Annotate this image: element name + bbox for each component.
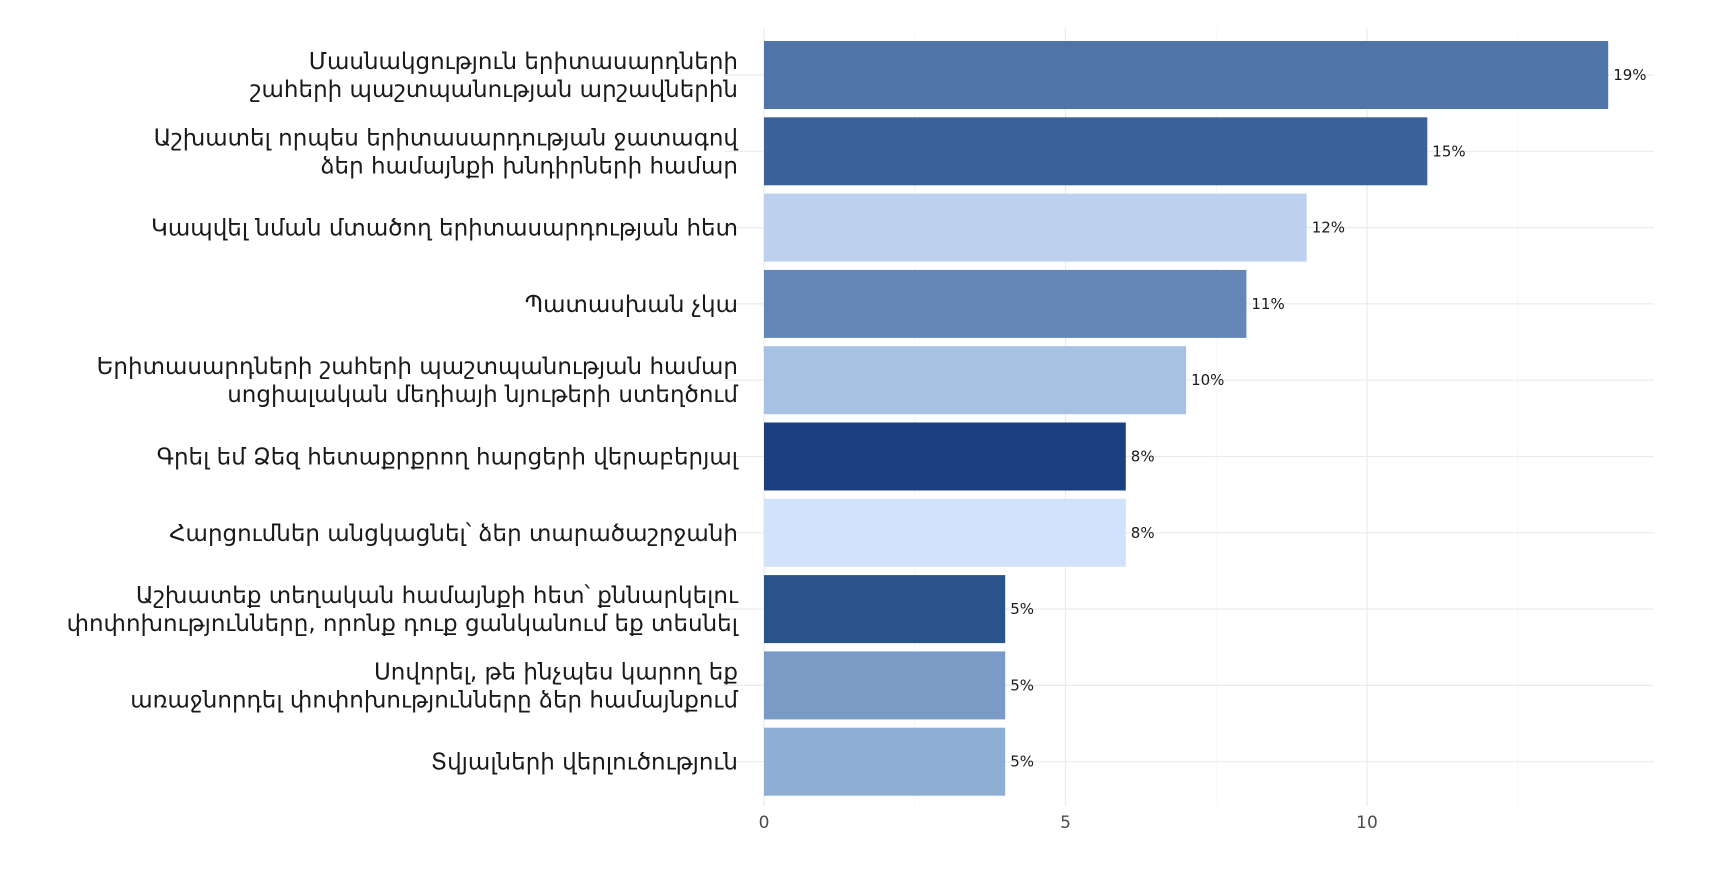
category-label: Կապվել նման մտածող երիտասարդության հետ [151,216,738,242]
category-label-line: առաջնորդել փոփոխությունները ձեր համայնքո… [130,687,738,713]
bar-value-label: 5% [1010,753,1034,771]
bar [764,193,1307,262]
category-label-line: շահերի պաշտպանության արշավներին [250,77,738,103]
category-label-line: սոցիալական մեդիայի նյութերի ստեղծում [227,382,738,408]
bars [764,41,1609,796]
bar [764,575,1006,644]
category-label-line: Մասնակցություն երիտասարդների [309,49,738,75]
bar-value-label: 5% [1010,600,1034,618]
bar [764,41,1609,109]
category-label: Հարցումներ անցկացնել՝ ձեր տարածաշրջանի [169,521,738,547]
category-label-line: Սովորել, թե ինչպես կարող եք [374,659,738,685]
bar-value-label: 5% [1010,676,1034,694]
category-label-line: Պատասխան չկա [525,292,738,318]
category-label: Պատասխան չկա [525,292,738,318]
category-label-line: Կապվել նման մտածող երիտասարդության հետ [151,216,738,242]
category-label: Գրել եմ Ձեզ հետաքրքրող հարցերի վերաբերյա… [157,445,739,471]
value-labels: 19% 15% 12% 11% 10% 8% 8% 5% 5% 5% [1010,66,1646,771]
category-label-line: Տվյալների վերլուծություն [431,750,738,776]
category-label-line: Աշխատեք տեղական համայնքի հետ՝ քննարկելու [136,583,739,609]
category-label: Աշխատել որպես երիտասարդության ջատագով ձեր… [154,125,739,179]
category-label: Մասնակցություն երիտասարդների շահերի պաշտպ… [250,49,738,103]
bar-value-label: 8% [1131,524,1155,542]
category-labels: Մասնակցություն երիտասարդների շահերի պաշտպ… [67,49,739,776]
bar [764,651,1006,720]
category-label-line: Աշխատել որպես երիտասարդության ջատագով [154,125,739,151]
x-tick-label: 5 [1060,813,1071,833]
bar-value-label: 19% [1613,66,1646,84]
bar-value-label: 11% [1251,295,1284,313]
bar [764,727,1006,796]
bar [764,346,1187,415]
category-label: Աշխատեք տեղական համայնքի հետ՝ քննարկելու… [67,583,739,637]
x-tick-label: 0 [759,813,770,833]
x-tick-label: 10 [1356,813,1378,833]
category-label: Տվյալների վերլուծություն [431,750,738,776]
category-label: Երիտասարդների շահերի պաշտպանության համար… [97,354,739,408]
category-label-line: Երիտասարդների շահերի պաշտպանության համար [97,354,738,380]
bar [764,498,1126,567]
category-label-line: ձեր համայնքի խնդիրների համար [321,153,738,179]
bar-value-label: 8% [1131,448,1155,466]
bar [764,269,1247,338]
bar-value-label: 10% [1191,371,1224,389]
bar [764,117,1428,186]
category-label-line: Հարցումներ անցկացնել՝ ձեր տարածաշրջանի [169,521,738,547]
bar-value-label: 15% [1432,142,1465,160]
category-label: Սովորել, թե ինչպես կարող եք առաջնորդել փո… [130,659,738,713]
category-label-line: Գրել եմ Ձեզ հետաքրքրող հարցերի վերաբերյա… [157,445,739,471]
x-axis-ticks: 0 5 10 [759,813,1378,833]
bar [764,422,1126,491]
bar-value-label: 12% [1312,219,1345,237]
category-label-line: փոփոխությունները, որոնք դուք ցանկանում ե… [67,611,739,637]
